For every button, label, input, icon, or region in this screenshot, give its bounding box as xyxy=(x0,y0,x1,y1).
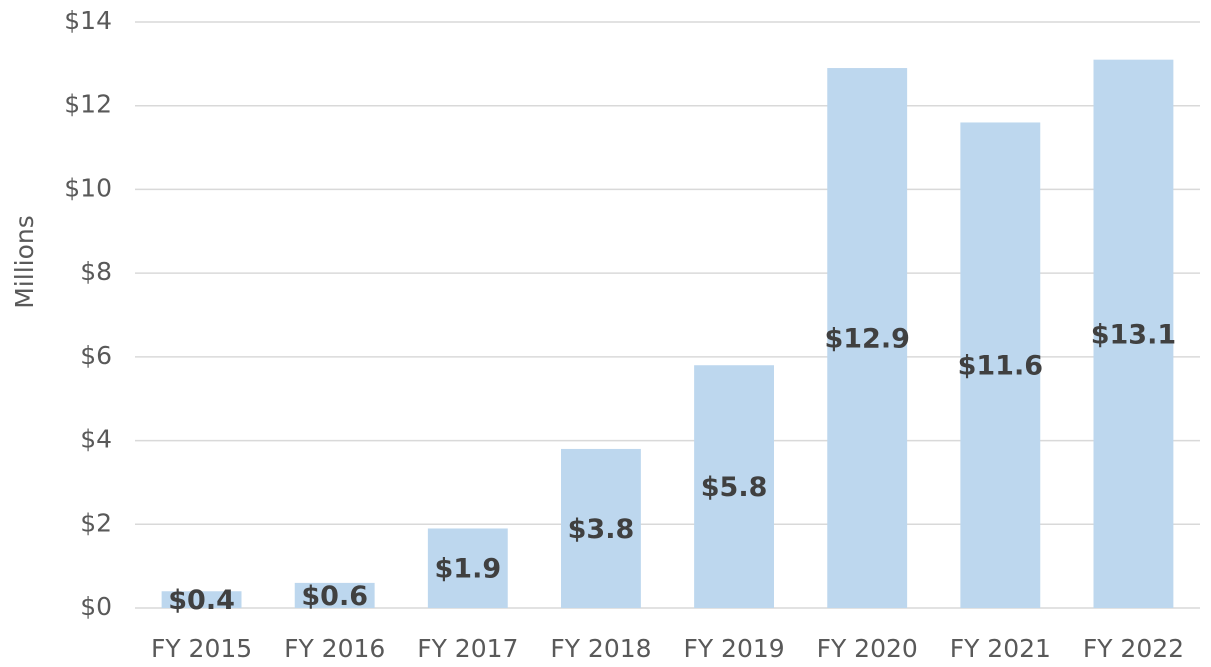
bar xyxy=(827,68,908,609)
x-tick-label: FY 2015 xyxy=(151,634,252,663)
x-tick-label: FY 2020 xyxy=(817,634,918,663)
y-tick-label: $2 xyxy=(80,508,112,537)
value-label: $0.6 xyxy=(301,581,368,612)
value-label: $3.8 xyxy=(568,514,635,545)
y-tick-label: $10 xyxy=(64,173,112,202)
y-axis-label: Millions xyxy=(10,215,39,309)
y-tick-label: $12 xyxy=(64,90,112,119)
y-tick-label: $0 xyxy=(80,592,112,621)
x-tick-label: FY 2017 xyxy=(417,634,518,663)
x-tick-label: FY 2021 xyxy=(950,634,1051,663)
value-label: $5.8 xyxy=(701,472,768,503)
bar xyxy=(294,582,375,608)
value-label: $11.6 xyxy=(958,351,1043,382)
bar xyxy=(561,448,641,608)
value-label: $12.9 xyxy=(824,324,909,355)
value-label: $0.4 xyxy=(168,585,235,616)
bar xyxy=(960,122,1041,608)
y-tick-label: $4 xyxy=(80,425,112,454)
y-tick-label: $6 xyxy=(80,341,112,370)
bar xyxy=(161,591,242,608)
bar xyxy=(1093,59,1174,608)
value-label: $1.9 xyxy=(435,554,502,585)
value-label: $13.1 xyxy=(1091,319,1176,350)
x-tick-label: FY 2016 xyxy=(284,634,385,663)
bar xyxy=(427,528,508,608)
x-tick-label: FY 2022 xyxy=(1083,634,1184,663)
y-tick-label: $8 xyxy=(80,257,112,286)
x-tick-label: FY 2018 xyxy=(550,634,651,663)
bar xyxy=(694,365,774,608)
x-tick-label: FY 2019 xyxy=(683,634,784,663)
y-tick-label: $14 xyxy=(64,6,112,35)
